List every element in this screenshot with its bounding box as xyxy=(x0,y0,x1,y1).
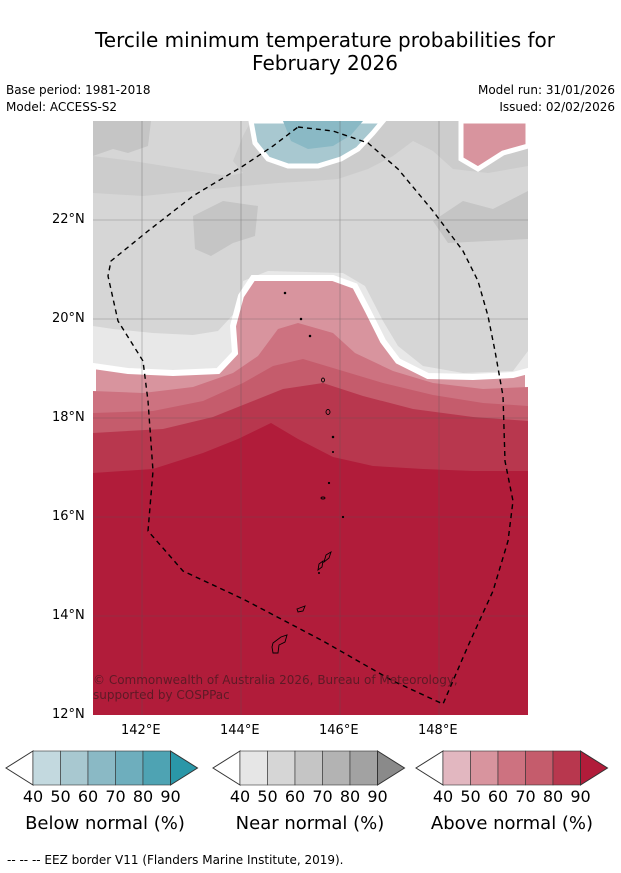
above-colorbar-tick-90: 90 xyxy=(570,787,591,806)
above-colorbar-max-arrow xyxy=(580,750,609,786)
below-colorbar-tick-50: 50 xyxy=(50,787,71,806)
near-normal-label: Near normal (%) xyxy=(235,813,385,834)
base-period: Base period: 1981-2018 xyxy=(6,83,151,97)
above-normal-patch-ne xyxy=(458,121,528,172)
below-colorbar-segment xyxy=(142,750,171,786)
above-colorbar-segment xyxy=(442,750,471,786)
probability-map xyxy=(93,121,528,715)
lat-label-18n: 18°N xyxy=(52,410,85,425)
above-colorbar-tick-70: 70 xyxy=(515,787,536,806)
model-run: Model run: 31/01/2026 xyxy=(477,83,615,97)
below-normal-60-core xyxy=(283,121,363,149)
below-colorbar-tick-80: 80 xyxy=(132,787,154,806)
lat-label-12n: 12°N xyxy=(52,707,85,722)
below-colorbar-tick-60: 60 xyxy=(77,787,99,806)
near-colorbar-max-arrow xyxy=(377,750,406,786)
near-colorbar-tick-40: 40 xyxy=(229,787,251,806)
near-colorbar-segment xyxy=(294,750,323,786)
above-normal-colorbar xyxy=(415,750,609,786)
above-colorbar-segment xyxy=(497,750,526,786)
lon-label-146e: 146°E xyxy=(319,723,359,738)
above-colorbar-tick-80: 80 xyxy=(542,787,564,806)
above-colorbar-segment xyxy=(552,750,581,786)
near-colorbar-segment xyxy=(322,750,351,786)
below-colorbar-tick-70: 70 xyxy=(105,787,126,806)
below-colorbar-segment xyxy=(32,750,61,786)
below-normal-label: Below normal (%) xyxy=(25,813,185,834)
below-colorbar-segment xyxy=(115,750,144,786)
below-normal-colorbar xyxy=(5,750,199,786)
above-colorbar-segment xyxy=(470,750,499,786)
map-title-line2: February 2026 xyxy=(252,51,398,75)
lon-label-148e: 148°E xyxy=(418,723,458,738)
near-normal-60-patch-east xyxy=(433,191,528,243)
lon-label-142e: 142°E xyxy=(121,723,161,738)
copyright-notice: © Commonwealth of Australia 2026, Bureau… xyxy=(93,673,458,702)
below-colorbar-max-arrow xyxy=(170,750,199,786)
above-colorbar-segment xyxy=(525,750,554,786)
lat-label-14n: 14°N xyxy=(52,608,85,623)
below-colorbar-segment xyxy=(60,750,89,786)
below-colorbar-tick-40: 40 xyxy=(22,787,44,806)
lat-label-22n: 22°N xyxy=(52,212,85,227)
lat-label-16n: 16°N xyxy=(52,509,85,524)
eez-border-legend: -- -- -- EEZ border V11 (Flanders Marine… xyxy=(7,853,344,867)
above-colorbar-tick-40: 40 xyxy=(432,787,454,806)
below-colorbar-segment xyxy=(87,750,116,786)
near-colorbar-tick-60: 60 xyxy=(284,787,306,806)
near-normal-colorbar xyxy=(212,750,406,786)
lat-label-20n: 20°N xyxy=(52,311,85,326)
near-colorbar-segment xyxy=(349,750,378,786)
model-name: Model: ACCESS-S2 xyxy=(6,100,118,114)
above-normal-label: Above normal (%) xyxy=(430,813,594,834)
map-title-line1: Tercile minimum temperature probabilitie… xyxy=(94,28,556,52)
islands xyxy=(271,291,345,654)
above-colorbar-min-arrow xyxy=(415,750,444,786)
near-colorbar-segment xyxy=(239,750,268,786)
near-colorbar-tick-50: 50 xyxy=(257,787,278,806)
above-colorbar-tick-50: 50 xyxy=(460,787,481,806)
near-normal-60-patch-center xyxy=(193,201,258,256)
lon-label-144e: 144°E xyxy=(220,723,260,738)
issued-date: Issued: 02/02/2026 xyxy=(499,100,615,114)
gridlines xyxy=(93,121,528,715)
near-colorbar-min-arrow xyxy=(212,750,241,786)
near-normal-60-patch-nw xyxy=(93,121,151,156)
below-colorbar-tick-90: 90 xyxy=(160,787,181,806)
near-colorbar-tick-90: 90 xyxy=(367,787,388,806)
above-normal-90-band xyxy=(93,423,528,715)
above-colorbar-tick-60: 60 xyxy=(487,787,509,806)
near-colorbar-tick-70: 70 xyxy=(312,787,333,806)
below-colorbar-min-arrow xyxy=(5,750,34,786)
near-colorbar-tick-80: 80 xyxy=(339,787,361,806)
near-colorbar-segment xyxy=(267,750,296,786)
